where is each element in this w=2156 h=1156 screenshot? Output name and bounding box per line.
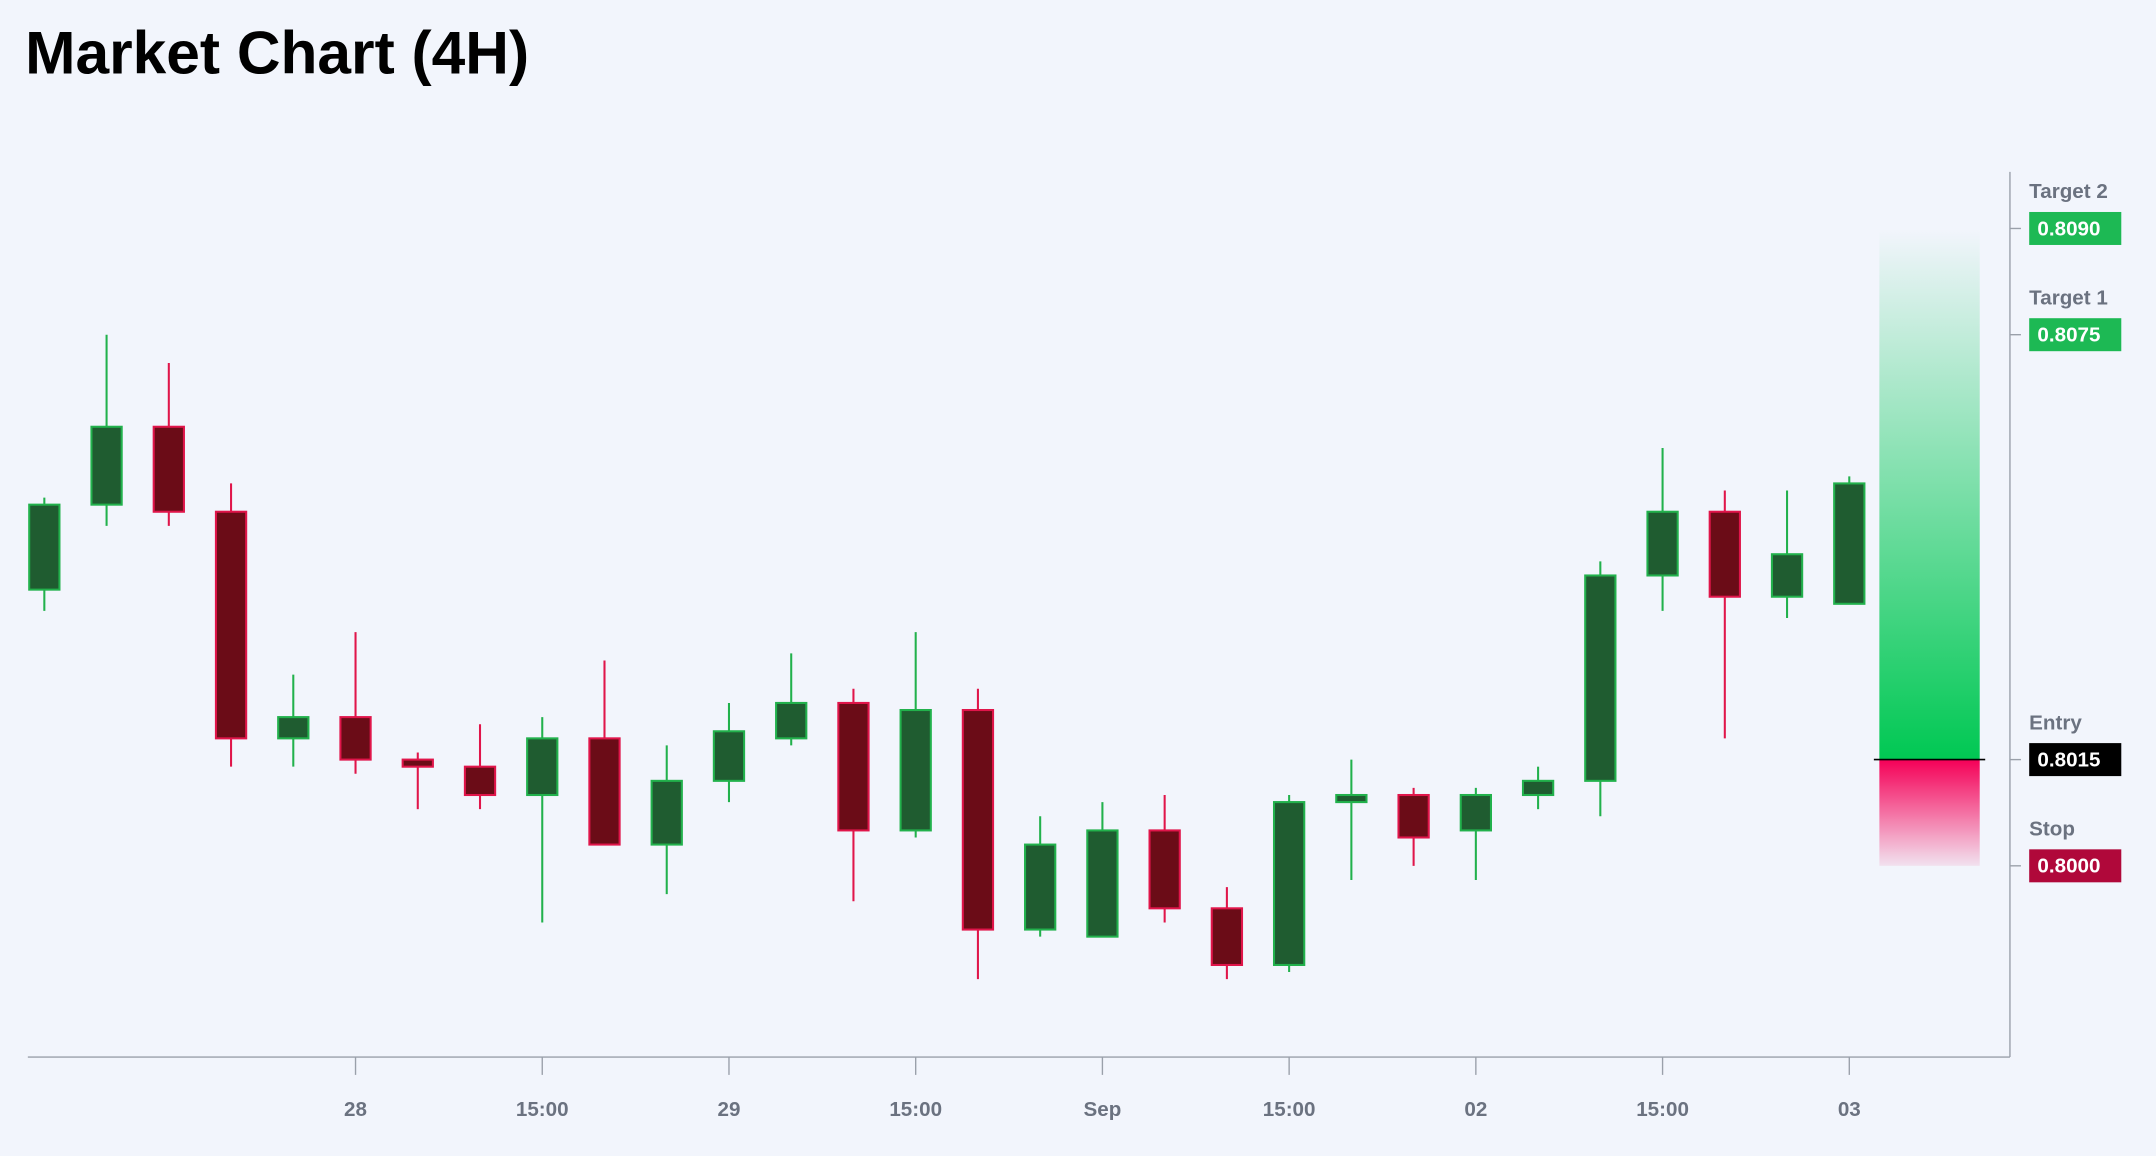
candle-body bbox=[1272, 801, 1306, 967]
x-tick-label: 15:00 bbox=[516, 1098, 569, 1121]
candle-body bbox=[837, 701, 870, 832]
candle-body bbox=[1335, 793, 1368, 804]
candle-body bbox=[588, 737, 621, 846]
x-tick-label: 15:00 bbox=[1263, 1098, 1316, 1121]
x-tick-label: 15:00 bbox=[1636, 1098, 1689, 1121]
candle-body bbox=[1148, 829, 1181, 910]
x-tick-label: 02 bbox=[1464, 1098, 1487, 1121]
level-badge bbox=[2029, 211, 2122, 245]
candle-body bbox=[650, 779, 683, 846]
profit-zone bbox=[1879, 228, 1980, 760]
level-badge bbox=[2029, 849, 2122, 883]
candle-body bbox=[712, 730, 746, 782]
level-name: Stop bbox=[2029, 818, 2075, 841]
x-tick-label: 15:00 bbox=[889, 1098, 942, 1121]
level-badge bbox=[2029, 318, 2122, 352]
chart-title: Market Chart (4H) bbox=[25, 19, 529, 87]
candle-body bbox=[1521, 779, 1555, 797]
candle-body bbox=[152, 425, 185, 513]
candle-body bbox=[1210, 907, 1244, 967]
candle-body bbox=[90, 425, 123, 506]
candle-body bbox=[1397, 793, 1430, 839]
x-tick-label: 29 bbox=[718, 1098, 741, 1121]
candle-body bbox=[1646, 510, 1679, 577]
candle-body bbox=[1086, 829, 1119, 938]
candle-body bbox=[277, 716, 310, 740]
level-value: 0.8015 bbox=[2037, 748, 2100, 771]
x-tick-label: 28 bbox=[344, 1098, 367, 1121]
candle-body bbox=[775, 701, 808, 740]
level-name: Target 2 bbox=[2029, 180, 2108, 203]
candle-body bbox=[339, 716, 372, 761]
loss-zone bbox=[1879, 759, 1980, 866]
candle-body bbox=[1833, 482, 1866, 605]
candle-body bbox=[401, 758, 434, 768]
level-value: 0.8000 bbox=[2037, 855, 2100, 878]
level-value: 0.8075 bbox=[2037, 324, 2100, 347]
level-value: 0.8090 bbox=[2037, 217, 2100, 240]
candle-body bbox=[214, 510, 248, 740]
candle-body bbox=[1770, 553, 1804, 598]
x-tick-label: 03 bbox=[1838, 1098, 1861, 1121]
candle-body bbox=[1459, 793, 1493, 832]
candle-body bbox=[961, 708, 995, 931]
level-name: Target 1 bbox=[2029, 286, 2108, 309]
candle-body bbox=[463, 765, 497, 797]
level-name: Entry bbox=[2029, 711, 2082, 734]
candle-body bbox=[1024, 843, 1057, 931]
level-badge bbox=[2029, 743, 2122, 777]
x-tick-label: Sep bbox=[1084, 1098, 1122, 1121]
candle-body bbox=[899, 708, 932, 832]
candle-body bbox=[28, 503, 61, 591]
candle-body bbox=[526, 737, 559, 797]
candle-body bbox=[1708, 510, 1741, 598]
candle-body bbox=[1584, 574, 1617, 782]
